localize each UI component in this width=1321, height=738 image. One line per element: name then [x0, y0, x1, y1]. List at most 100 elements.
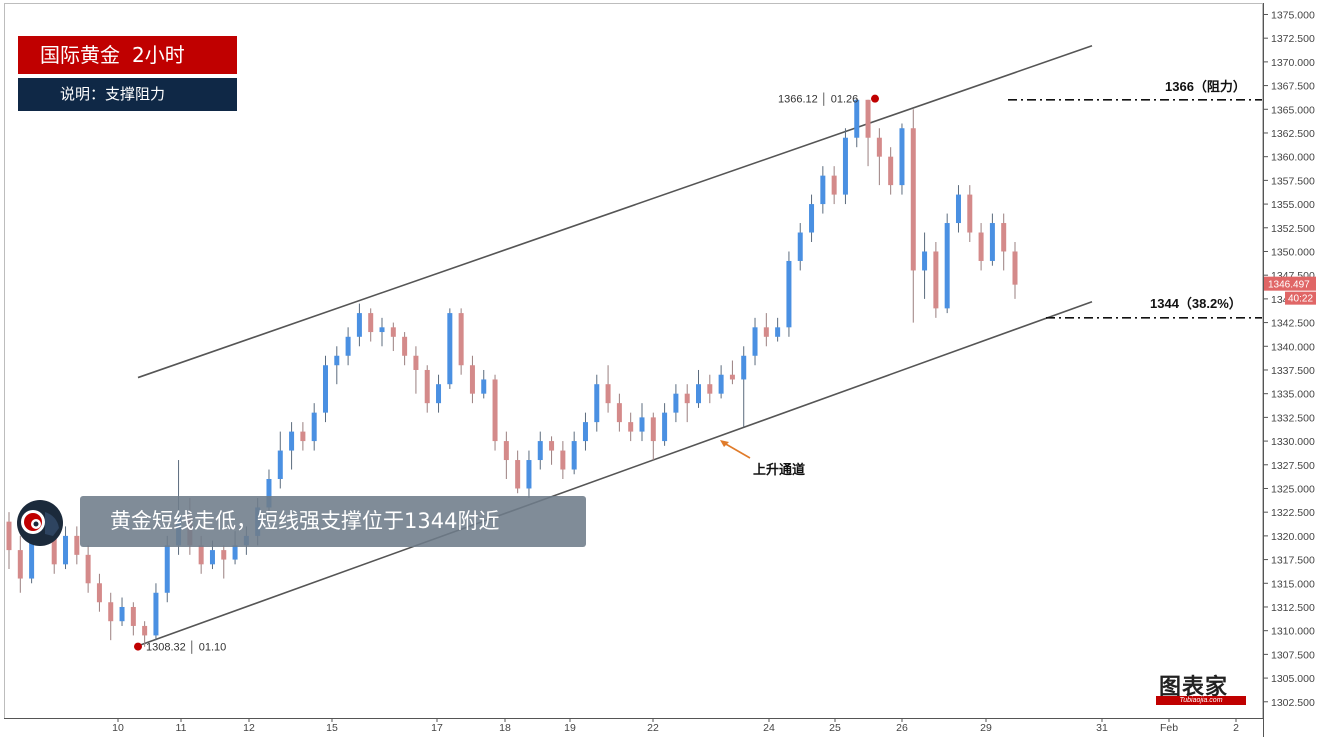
candle-up: [29, 535, 35, 579]
candle-up: [164, 545, 170, 593]
candle-up: [741, 355, 747, 380]
candle-up: [266, 479, 272, 508]
candle-down: [707, 384, 713, 394]
candle-down: [831, 175, 837, 195]
candles: [6, 98, 1018, 647]
last-price-label: 1346.497: [1268, 280, 1310, 291]
y-axis: 1375.000 1372.500 1370.000 1367.500 1365.000…: [1263, 9, 1315, 709]
y-tick-label: 1305.000: [1271, 673, 1315, 685]
candle-down: [549, 441, 555, 451]
candle-down: [503, 441, 509, 461]
candle-up: [481, 379, 487, 394]
y-tick-label: 1342.500: [1271, 318, 1315, 330]
channel-upper-line: [137, 45, 1093, 379]
candle-up: [820, 175, 826, 205]
candle-down: [515, 460, 521, 489]
candle-down: [876, 137, 882, 157]
candle-down: [729, 374, 735, 380]
resistance-label: 1366（阻力）: [1165, 79, 1246, 94]
candle-down: [684, 393, 690, 404]
y-tick-label: 1325.000: [1271, 483, 1315, 495]
candle-up: [752, 327, 758, 356]
y-tick-label: 1332.500: [1271, 412, 1315, 424]
chart-title: 国际黄金 2小时: [18, 36, 237, 74]
candle-up: [63, 535, 69, 565]
y-tick-label: 1360.000: [1271, 152, 1315, 164]
chart-title-instrument: 国际黄金: [40, 43, 120, 67]
countdown-tag: [1285, 291, 1316, 305]
channel-arrow: [723, 442, 751, 459]
candle-down: [628, 422, 634, 432]
candle-up: [662, 412, 668, 442]
x-tick-label: 2: [1233, 722, 1239, 734]
y-tick-label: 1362.500: [1271, 128, 1315, 140]
x-tick-label: 12: [243, 722, 255, 734]
x-tick-label: 31: [1096, 722, 1108, 734]
candle-up: [989, 223, 995, 261]
candle-down: [605, 384, 611, 404]
candle-down: [390, 327, 396, 337]
candle-up: [922, 251, 928, 271]
candle-up: [379, 327, 385, 333]
candle-up: [209, 550, 215, 565]
y-tick-label: 1335.000: [1271, 389, 1315, 401]
candle-down: [85, 554, 91, 584]
channel-lines: [137, 45, 1093, 647]
low-label: 1308.32 │ 01.10: [146, 640, 226, 655]
x-tick-label: 29: [980, 722, 992, 734]
candle-down: [469, 365, 475, 394]
candle-down: [492, 379, 498, 442]
candle-down: [96, 583, 102, 603]
analyst-avatar-icon: [17, 500, 63, 546]
candle-up: [944, 223, 950, 309]
y-tick-label: 1355.000: [1271, 199, 1315, 211]
y-tick-label: 1365.000: [1271, 104, 1315, 116]
candle-down: [967, 194, 973, 233]
brand-logo-text: 图表家: [1159, 675, 1229, 700]
candle-down: [300, 431, 306, 442]
x-tick-label: 26: [896, 722, 908, 734]
x-axis: 10 11 12 15 17 18 19 22 24 25 26 29 31 Feb 2: [112, 718, 1239, 734]
chart-title-timeframe: 2小时: [132, 43, 185, 67]
candle-up: [232, 545, 238, 560]
high-label: 1366.12 │ 01.26: [778, 92, 858, 107]
candle-down: [108, 602, 114, 622]
candle-up: [899, 128, 905, 186]
y-tick-label: 1350.000: [1271, 246, 1315, 258]
y-tick-label: 1352.500: [1271, 223, 1315, 235]
x-tick-label: 11: [176, 722, 187, 734]
candle-up: [311, 412, 317, 442]
x-tick-label: Feb: [1160, 722, 1178, 734]
channel-label: 上升通道: [753, 462, 805, 478]
candle-up: [775, 327, 781, 337]
channel-arrowhead: [720, 440, 729, 447]
y-tick-label: 1340.000: [1271, 341, 1315, 353]
candle-up: [955, 194, 961, 224]
candle-down: [198, 545, 204, 565]
y-tick-label: 1327.500: [1271, 460, 1315, 472]
x-tick-label: 15: [326, 722, 338, 734]
y-tick-label: 1330.000: [1271, 436, 1315, 448]
y-tick-label: 1370.000: [1271, 57, 1315, 69]
countdown-label: 40:22: [1288, 294, 1313, 305]
y-tick-label: 1375.000: [1271, 9, 1315, 21]
y-tick-label: 1367.500: [1271, 81, 1315, 93]
x-tick-label: 10: [112, 722, 124, 734]
candle-down: [6, 521, 12, 551]
candle-up: [119, 606, 125, 622]
candle-up: [153, 592, 159, 636]
y-tick-label: 1320.000: [1271, 531, 1315, 543]
candle-up: [594, 384, 600, 423]
brand-logo: 图表家 Tubiaojia.com: [1156, 669, 1248, 707]
support-label: 1344（38.2%）: [1150, 296, 1242, 311]
candle-down: [368, 313, 374, 333]
candle-up: [356, 313, 362, 337]
high-marker: [871, 94, 879, 103]
annotations: 1366.12 │ 01.26 1308.32 │ 01.10 上升通道 1346.4…: [134, 92, 1316, 655]
y-tick-label: 1337.500: [1271, 365, 1315, 377]
candle-up: [797, 232, 803, 261]
x-tick-label: 24: [763, 722, 775, 734]
candle-down: [142, 625, 148, 636]
candle-up: [436, 384, 442, 404]
candle-down: [1001, 223, 1007, 252]
